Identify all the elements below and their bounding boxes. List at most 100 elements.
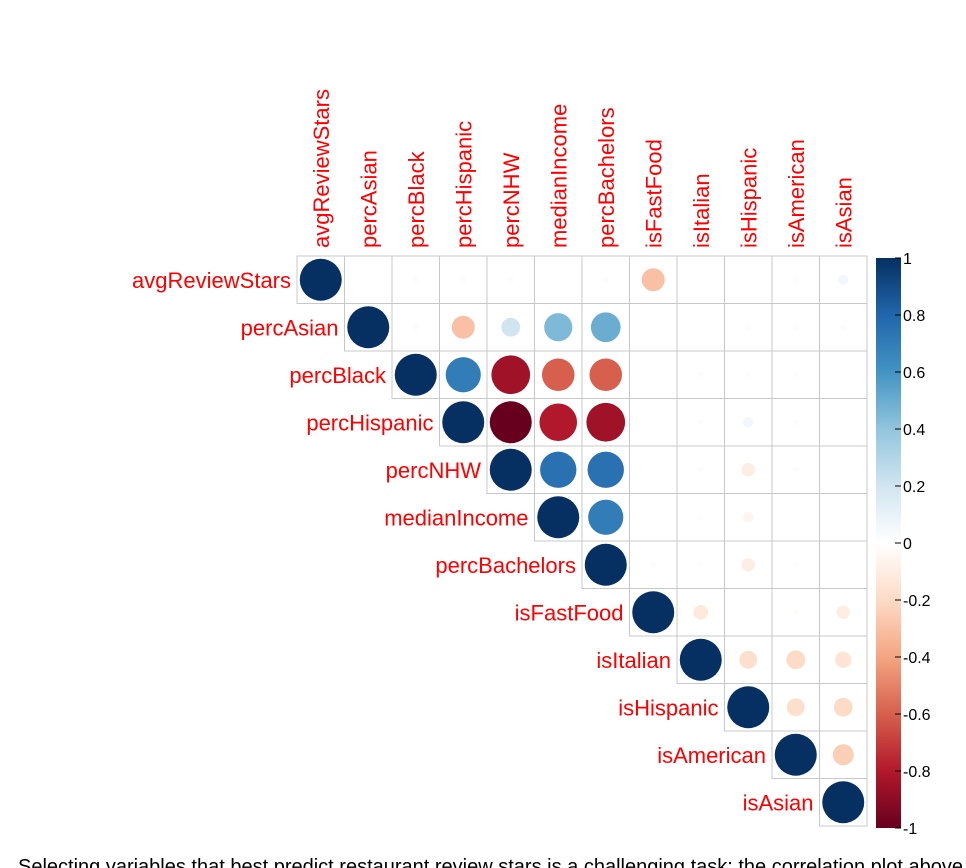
correlation-circle bbox=[741, 558, 755, 572]
matrix-cell bbox=[771, 303, 820, 352]
row-label: isHispanic bbox=[618, 695, 718, 720]
correlation-circle bbox=[412, 324, 419, 331]
column-label: percAsian bbox=[356, 150, 381, 248]
matrix-cell bbox=[676, 398, 725, 447]
correlation-circle bbox=[840, 324, 847, 331]
correlation-circle bbox=[792, 561, 799, 568]
correlation-circle bbox=[741, 463, 755, 477]
column-labels: avgReviewStars percAsian percBlack percHisp… bbox=[309, 89, 857, 248]
column-label: isFastFood bbox=[641, 139, 666, 248]
correlation-circle bbox=[489, 448, 532, 491]
row-labels: avgReviewStars percAsian percBlack percHisp… bbox=[132, 268, 813, 816]
matrix-cell bbox=[629, 493, 678, 542]
row-label: percAsian bbox=[241, 315, 339, 340]
correlation-circle bbox=[822, 781, 865, 824]
correlation-circle bbox=[347, 306, 390, 349]
correlation-circle bbox=[537, 496, 580, 539]
correlation-circle bbox=[727, 686, 770, 729]
column-label: percHispanic bbox=[451, 121, 476, 248]
correlation-circle bbox=[697, 514, 704, 521]
column-label: percBlack bbox=[404, 150, 429, 248]
correlation-circle bbox=[507, 276, 514, 283]
column-label: medianIncome bbox=[546, 104, 571, 248]
matrix-cell bbox=[724, 255, 773, 304]
correlation-circle bbox=[832, 744, 854, 766]
correlation-circle bbox=[835, 651, 852, 668]
correlation-circle bbox=[584, 543, 627, 586]
colorbar-tick-label: -0.2 bbox=[903, 593, 931, 610]
correlation-circle bbox=[589, 358, 623, 392]
colorbar-tick-label: 0.4 bbox=[903, 422, 925, 439]
correlation-circle bbox=[745, 371, 752, 378]
correlation-circle bbox=[588, 499, 624, 535]
correlation-circle bbox=[602, 276, 609, 283]
row-label: isAsian bbox=[743, 790, 814, 815]
row-label: percBachelors bbox=[435, 553, 576, 578]
matrix-cell bbox=[676, 303, 725, 352]
correlation-circle bbox=[544, 313, 573, 342]
colorbar-tick-label: -0.8 bbox=[903, 764, 931, 781]
column-label: percNHW bbox=[499, 152, 524, 248]
correlation-circle bbox=[460, 276, 467, 283]
correlation-circle bbox=[539, 403, 578, 442]
correlation-circle bbox=[445, 357, 481, 393]
correlation-circle bbox=[412, 276, 419, 283]
matrix-cell bbox=[819, 350, 868, 399]
correlation-circle bbox=[541, 358, 575, 392]
correlation-circle bbox=[540, 451, 577, 488]
colorbar-tick-label: 0.6 bbox=[903, 365, 925, 382]
column-label: avgReviewStars bbox=[309, 89, 334, 248]
colorbar-tick-label: -0.4 bbox=[903, 650, 931, 667]
correlation-circle bbox=[833, 697, 853, 717]
correlation-circle bbox=[590, 312, 621, 343]
correlation-circle bbox=[743, 417, 754, 428]
footer-text: Selecting variables that best predict re… bbox=[18, 857, 966, 868]
matrix-cell bbox=[676, 255, 725, 304]
matrix-cell bbox=[629, 445, 678, 494]
correlation-circle bbox=[650, 561, 657, 568]
colorbar-tick-label: 1 bbox=[903, 251, 912, 268]
correlation-circle bbox=[394, 353, 437, 396]
row-label: isItalian bbox=[596, 648, 671, 673]
correlation-circle bbox=[697, 419, 704, 426]
matrix-cell bbox=[344, 255, 393, 304]
row-label: avgReviewStars bbox=[132, 268, 291, 293]
correlation-circle bbox=[299, 258, 342, 301]
column-label: isAmerican bbox=[784, 139, 809, 248]
correlation-circle bbox=[489, 401, 532, 444]
correlation-circle bbox=[451, 315, 475, 339]
correlation-circle bbox=[697, 561, 704, 568]
matrix-cell bbox=[629, 303, 678, 352]
colorbar-tick-label: -1 bbox=[903, 821, 917, 838]
correlation-circle bbox=[586, 402, 626, 442]
matrix-cell bbox=[819, 493, 868, 542]
matrix-cell bbox=[534, 255, 583, 304]
correlation-circle bbox=[792, 609, 799, 616]
correlation-circle bbox=[838, 274, 849, 285]
colorbar-tick-label: 0.8 bbox=[903, 308, 925, 325]
column-label: isItalian bbox=[689, 173, 714, 248]
correlation-circle bbox=[697, 466, 704, 473]
colorbar-tick-label: 0.2 bbox=[903, 479, 925, 496]
column-label: percBachelors bbox=[594, 107, 619, 248]
correlation-circle bbox=[745, 324, 752, 331]
correlation-circle bbox=[679, 638, 722, 681]
correlation-circle bbox=[792, 276, 799, 283]
correlation-circle bbox=[774, 733, 817, 776]
correlation-circle bbox=[786, 650, 806, 670]
matrix-cell bbox=[391, 303, 440, 352]
correlation-circle bbox=[632, 591, 675, 634]
correlation-circle bbox=[501, 317, 521, 337]
row-label: percBlack bbox=[289, 363, 387, 388]
correlation-circle bbox=[641, 268, 665, 292]
matrix-cell bbox=[819, 445, 868, 494]
matrix-cell bbox=[771, 493, 820, 542]
correlation-circles bbox=[299, 258, 865, 824]
row-label: isFastFood bbox=[515, 600, 624, 625]
matrix-cell bbox=[629, 350, 678, 399]
row-label: isAmerican bbox=[657, 743, 766, 768]
row-label: percNHW bbox=[386, 458, 482, 483]
row-label: percHispanic bbox=[306, 410, 433, 435]
correlation-circle bbox=[693, 604, 709, 620]
